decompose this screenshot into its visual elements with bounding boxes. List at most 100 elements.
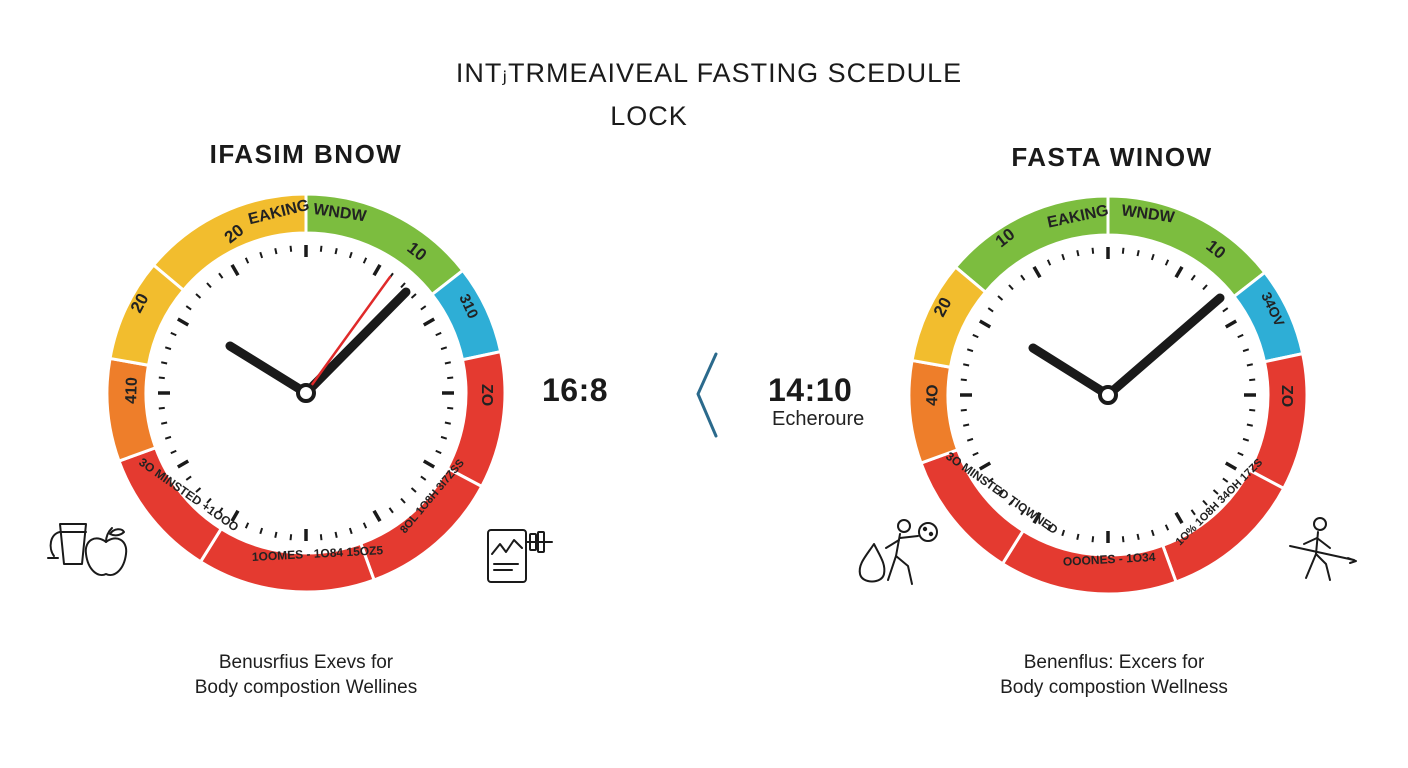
right-tick-mark: [966, 437, 974, 442]
left-tick-mark: [259, 251, 264, 259]
left-tick-mark: [274, 248, 278, 255]
left-tick-mark: [164, 435, 172, 440]
left-tick-mark: [244, 522, 250, 529]
left-tick-mark: [206, 497, 212, 504]
left-tick-mark: [372, 509, 382, 523]
left-tick-mark: [348, 527, 353, 535]
right-tick-mark: [1046, 259, 1052, 266]
right-tick-mark: [987, 307, 994, 313]
right-tick-mark: [1190, 509, 1196, 516]
left-tick-mark: [447, 406, 454, 410]
left-tick-mark: [206, 282, 212, 289]
left-tick-mark: [158, 406, 165, 410]
right-tick-mark: [1190, 274, 1196, 281]
right-tick-mark: [1136, 533, 1140, 540]
right-seg-label-orange: 4O: [924, 384, 942, 406]
right-tick-mark: [1136, 250, 1140, 257]
left-benefit-caption: Benusrfius Exevs for Body compostion Wel…: [146, 650, 466, 700]
left-tick-mark: [422, 317, 436, 327]
right-tick-mark: [997, 295, 1004, 301]
walker-stick-icon: [1289, 517, 1357, 581]
right-tick-mark: [1222, 307, 1229, 313]
right-tick-mark: [1224, 461, 1238, 471]
left-tick-mark: [185, 305, 192, 311]
right-ratio-label: 14:10: [768, 372, 853, 408]
left-tick-mark: [435, 449, 442, 455]
left-tick-mark: [176, 317, 190, 327]
right-tick-mark: [1150, 253, 1155, 261]
right-tick-mark: [1032, 265, 1042, 279]
right-tick-mark: [1246, 423, 1253, 427]
left-tick-mark: [400, 282, 406, 289]
right-tick-mark: [1091, 247, 1095, 254]
right-tick-mark: [1202, 284, 1208, 291]
right-tick-mark: [1076, 250, 1080, 257]
right-tick-mark: [1046, 524, 1052, 531]
right-tick-mark: [1224, 319, 1238, 329]
left-tick-mark: [334, 248, 338, 255]
left-tick-mark: [259, 527, 264, 535]
left-tick-mark: [195, 293, 202, 299]
left-tick-mark: [161, 361, 168, 365]
left-tick-mark: [289, 245, 293, 252]
right-tick-mark: [1246, 363, 1253, 367]
right-tick-mark: [960, 378, 967, 382]
right-tick-mark: [1150, 529, 1155, 537]
right-tick-mark: [1249, 408, 1256, 412]
left-tick-mark: [388, 507, 394, 514]
right-tick-mark: [1249, 378, 1256, 382]
left-panel-title: IFASIM BNOW: [209, 139, 403, 169]
runner-water-icon: [858, 519, 938, 585]
right-tick-mark: [1174, 511, 1184, 525]
right-tick-mark: [1242, 348, 1250, 353]
right-tick-mark: [1174, 265, 1184, 279]
left-tick-mark: [230, 263, 240, 277]
right-tick-mark: [1076, 533, 1080, 540]
right-tick-mark: [1020, 274, 1026, 281]
left-seg-label-red-right: ZO: [478, 384, 495, 406]
left-benefit-line-2: Body compostion Wellines: [194, 677, 418, 698]
left-tick-mark: [164, 346, 172, 351]
right-panel-title: FASTA WINOW: [1011, 142, 1213, 172]
right-seg-label-bottom-mid: OOONES - 1O34: [1062, 550, 1156, 569]
right-tick-mark: [1164, 259, 1170, 266]
right-tick-mark: [1091, 536, 1095, 543]
title-line-2: LOCK: [610, 101, 688, 131]
right-benefit-caption: Benenflus: Excers for Body compostion We…: [954, 650, 1274, 700]
right-tick-mark: [1020, 509, 1026, 516]
left-tick-mark: [400, 497, 406, 504]
left-seg-label-orange: 410: [123, 377, 141, 404]
apple-juice-icon: [47, 523, 128, 576]
right-ratio-sublabel: Echeroure: [772, 408, 865, 430]
right-hour-hand: [1028, 343, 1113, 400]
left-second-hand: [304, 275, 392, 395]
left-tick-mark: [176, 459, 190, 469]
left-tick-mark: [422, 459, 436, 469]
page-title: INTⱼTRMEAIVEAL FASTING SCEDULE LOCK: [0, 58, 1408, 132]
left-tick-mark: [244, 257, 250, 264]
left-tick-mark: [218, 507, 224, 514]
left-tick-mark: [319, 245, 323, 252]
right-tick-mark: [1212, 489, 1219, 495]
left-clock-ticks: [158, 245, 454, 541]
left-tick-mark: [362, 257, 368, 264]
right-tick-mark: [1121, 536, 1125, 543]
left-tick-mark: [289, 534, 293, 541]
right-tick-mark: [978, 461, 992, 471]
right-tick-mark: [1061, 529, 1066, 537]
right-tick-mark: [1202, 499, 1208, 506]
left-tick-mark: [185, 475, 192, 481]
right-clock-center: [1098, 385, 1118, 405]
left-tick-mark: [440, 346, 448, 351]
left-tick-mark: [170, 449, 177, 455]
right-tick-mark: [1008, 284, 1014, 291]
left-tick-mark: [420, 475, 427, 481]
right-benefit-line-1: Benenflus: Excers for: [1023, 652, 1205, 673]
left-tick-mark: [420, 305, 427, 311]
right-tick-mark: [1237, 451, 1244, 457]
left-tick-mark: [218, 272, 224, 279]
left-tick-mark: [435, 331, 442, 337]
right-tick-mark: [1164, 524, 1170, 531]
left-hour-hand: [225, 341, 311, 398]
right-tick-mark: [963, 363, 970, 367]
